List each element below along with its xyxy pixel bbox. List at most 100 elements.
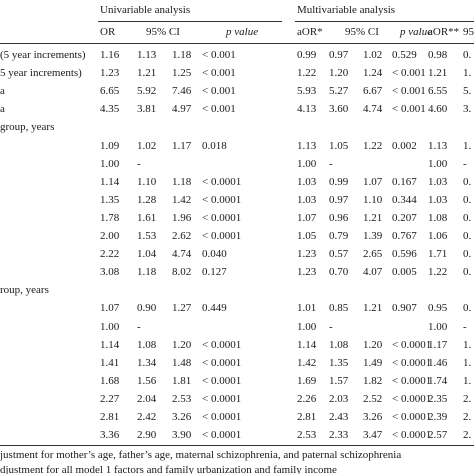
table-cell: 1.00 [297,321,317,333]
table-cell: 0.449 [202,302,227,314]
table-cell: 4.35 [100,103,120,115]
table-cell: 3.90 [172,429,192,441]
table-cell: 1.14 [100,176,120,188]
table-cell: 1.41 [100,357,120,369]
table-cell: 1.18 [172,176,192,188]
table-cell: 1. [463,67,472,79]
table-cell: 0.907 [392,302,417,314]
table-cell: 1.05 [297,230,317,242]
table-cell: 1.02 [137,140,157,152]
table-cell: 0. [463,49,472,61]
table-cell: 1.09 [100,140,120,152]
table-cell: 2.04 [137,393,157,405]
row-label: 5 year increments) [0,67,82,79]
table-cell: 1.57 [329,375,349,387]
table-cell: 1.28 [137,194,157,206]
table-cell: - [329,321,333,333]
table-cell: 1.48 [172,357,192,369]
table-cell: 0. [463,212,472,224]
table-cell: 1.23 [297,248,317,260]
table-cell: 1.22 [363,140,383,152]
table-cell: < 0.0001 [392,375,432,387]
table-cell: 1.96 [172,212,192,224]
table-cell: 1. [463,357,472,369]
table-cell: 1.00 [297,158,317,170]
table-cell: 0.767 [392,230,417,242]
table-cell: 1.22 [297,67,317,79]
table-cell: 1.13 [428,140,448,152]
table-cell: 1.13 [297,140,317,152]
table-cell: 0.70 [329,266,349,278]
table-cell: 2.90 [137,429,157,441]
row-label: a [0,85,5,97]
table-cell: 2.81 [297,411,317,423]
table-cell: 3.81 [137,103,157,115]
multivariable-header: Multivariable analysis [297,4,396,16]
table-cell: < 0.0001 [202,176,242,188]
table-cell: 0.57 [329,248,349,260]
table-cell: 1.07 [100,302,120,314]
table-cell: 0.99 [297,49,317,61]
table-cell: 1.03 [297,176,317,188]
table-cell: < 0.001 [202,85,236,97]
table-cell: < 0.0001 [202,212,242,224]
table-cell: 2.42 [137,411,157,423]
table-cell: 1.03 [428,194,448,206]
table-cell: 2. [463,411,472,423]
table-cell: - [137,321,141,333]
table-cell: < 0.001 [392,85,426,97]
bottom-rule [0,445,474,446]
table-cell: 1.53 [137,230,157,242]
table-cell: 1.49 [363,357,383,369]
table-cell: 1.20 [172,339,192,351]
table-cell: 3.60 [329,103,349,115]
table-cell: 2. [463,429,472,441]
table-cell: 1.08 [428,212,448,224]
table-cell: 1.02 [363,49,383,61]
table-cell: 1.68 [100,375,120,387]
table-cell: 1.34 [137,357,157,369]
col-header-ci: 95% CI [146,26,180,38]
col-header-ci3: 95 [463,26,474,38]
table-cell: 2.39 [428,411,448,423]
table-cell: 6.55 [428,85,448,97]
table-cell: 0.98 [428,49,448,61]
col-header-aor2: aOR** [428,26,460,38]
table-cell: 2.57 [428,429,448,441]
table-cell: 2.53 [297,429,317,441]
table-cell: 1. [463,339,472,351]
table-cell: 0.99 [329,176,349,188]
table-cell: 2.00 [100,230,120,242]
table-cell: 1.23 [297,266,317,278]
table-cell: 1.05 [329,140,349,152]
table-cell: 6.65 [100,85,120,97]
table-cell: 0.95 [428,302,448,314]
table-cell: 1.46 [428,357,448,369]
table-cell: 1.21 [363,212,383,224]
table-cell: 2.62 [172,230,192,242]
table-cell: < 0.0001 [392,429,432,441]
table-cell: 2. [463,393,472,405]
table-cell: 1.35 [100,194,120,206]
table-cell: 2.26 [297,393,317,405]
table-cell: 1.56 [137,375,157,387]
univariable-rule [98,21,282,22]
table-cell: 1.24 [363,67,383,79]
table-cell: 0.596 [392,248,417,260]
table-cell: 1.69 [297,375,317,387]
col-header-p: p value [226,26,259,38]
table-cell: 1.23 [100,67,120,79]
table-cell: 8.02 [172,266,192,278]
row-label: roup, years [0,284,49,296]
table-cell: 0. [463,248,472,260]
table-cell: - [463,321,467,333]
table-cell: < 0.0001 [392,393,432,405]
table-cell: 0.96 [329,212,349,224]
table-cell: 1.42 [172,194,192,206]
table-cell: 1.21 [363,302,383,314]
table-cell: 2.35 [428,393,448,405]
table-cell: 5. [463,85,472,97]
table-cell: 2.81 [100,411,120,423]
table-cell: 1.17 [428,339,448,351]
row-label: a [0,103,5,115]
